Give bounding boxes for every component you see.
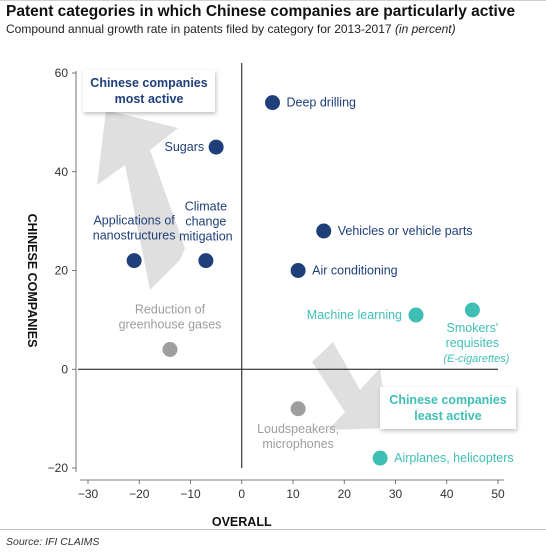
point-label: requisites (446, 336, 500, 350)
point-label: microphones (262, 437, 334, 451)
annotation-text: Chinese companies (389, 393, 506, 407)
subtitle-text: Compound annual growth rate in patents f… (6, 22, 392, 36)
x-tick-label: −20 (129, 487, 150, 501)
point-label: Loudspeakers, (257, 422, 339, 436)
chart-subtitle: Compound annual growth rate in patents f… (6, 22, 456, 36)
y-axis-title: CHINESE COMPANIES (25, 214, 39, 348)
annotation-box (83, 70, 215, 112)
source-note: Source: IFI CLAIMS (6, 536, 100, 548)
x-tick-label: 20 (338, 487, 352, 501)
annotation-box (380, 387, 516, 429)
y-tick-label: 20 (55, 264, 69, 278)
x-tick-label: 30 (389, 487, 403, 501)
annotations-layer: Chinese companies most active Chinese comp… (83, 70, 516, 429)
bottom-rule (0, 529, 546, 530)
point-label: Vehicles or vehicle parts (338, 224, 473, 238)
data-point (265, 95, 280, 111)
x-tick-label: 10 (286, 487, 300, 501)
data-point (408, 307, 424, 323)
most-active-arrow (97, 110, 185, 290)
x-tick-label: 0 (238, 487, 245, 501)
subtitle-unit: (in percent) (394, 22, 456, 36)
x-tick-label: −30 (78, 487, 99, 501)
annotation-text: least active (414, 409, 481, 423)
point-label: Air conditioning (312, 264, 398, 278)
x-tick-label: 50 (491, 487, 505, 501)
least-active-arrow (312, 342, 388, 430)
axes-layer: −30 −20 −10 0 10 20 30 40 50 −20 0 20 40 60 OVERALL CHI… (25, 63, 505, 529)
point-label: mitigation (179, 230, 233, 244)
point-label: Climate (185, 200, 227, 214)
top-rule (0, 0, 546, 1)
data-point (208, 139, 224, 155)
data-point (126, 253, 142, 269)
point-label: Machine learning (307, 308, 402, 322)
y-tick-label: 60 (55, 66, 69, 80)
point-label: nanostructures (93, 229, 176, 243)
data-point (316, 223, 332, 239)
annotation-text: Chinese companies (90, 76, 207, 90)
point-label: Applications of (93, 214, 175, 228)
x-tick-label: 40 (440, 487, 454, 501)
points-layer (126, 95, 480, 466)
chart-title: Patent categories in which Chinese compa… (6, 3, 516, 20)
data-point (290, 263, 306, 278)
labels-layer: Deep drilling Sugars Vehicles or vehicle p… (93, 96, 514, 466)
data-point (372, 450, 388, 466)
point-label: Sugars (165, 140, 205, 154)
arrows-layer (97, 110, 388, 430)
point-label: Airplanes, helicopters (394, 451, 514, 465)
x-tick-label: −10 (180, 487, 201, 501)
data-point (198, 253, 214, 269)
point-label: Reduction of (135, 303, 206, 317)
y-tick-label: 40 (55, 165, 69, 179)
point-sublabel: (E-cigarettes) (443, 353, 509, 365)
point-label: change (185, 215, 226, 229)
point-label: greenhouse gases (119, 318, 222, 332)
data-point (464, 302, 480, 318)
data-point (162, 342, 178, 357)
data-point (290, 401, 306, 417)
point-label: Deep drilling (287, 96, 357, 110)
x-axis-title: OVERALL (212, 515, 272, 529)
annotation-text: most active (115, 92, 184, 106)
y-tick-label: −20 (48, 461, 69, 475)
y-tick-label: 0 (61, 362, 68, 376)
point-label: Smokers' (447, 321, 499, 335)
